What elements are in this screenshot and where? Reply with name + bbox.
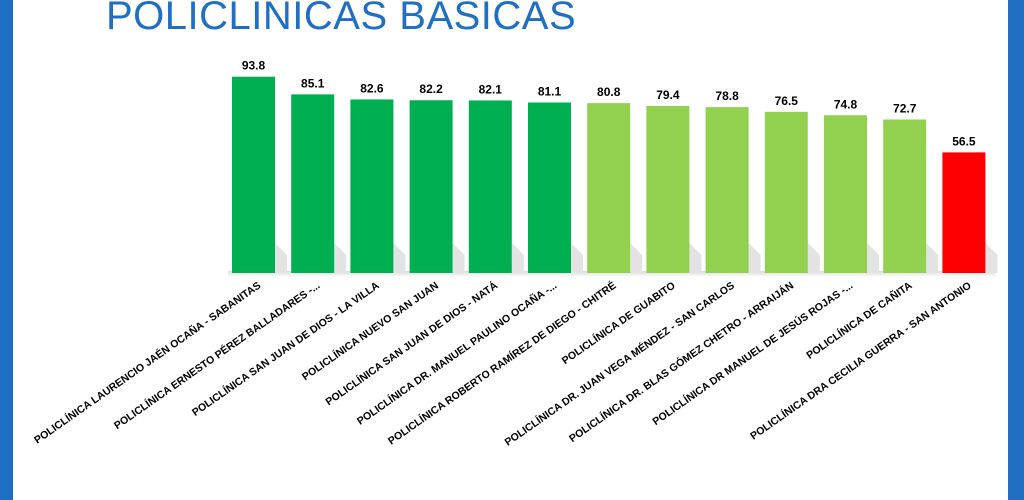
data-label: 85.1 [301, 76, 325, 90]
category-label: POLICLÍNICA DE CAÑITA [804, 279, 915, 362]
data-label: 82.6 [360, 81, 384, 95]
data-label: 78.8 [715, 89, 739, 103]
data-label: 93.8 [242, 59, 266, 73]
bar-shadow [334, 243, 347, 273]
category-label: POLICLÍNICA DR. BLAS GÓMEZ CHETRO - ARRA… [567, 279, 796, 445]
bar [705, 107, 749, 273]
data-label: 56.5 [952, 134, 976, 148]
bar-shadow [867, 243, 879, 273]
data-label: 81.1 [538, 84, 562, 98]
bar [646, 105, 690, 273]
data-label: 80.8 [597, 85, 621, 99]
category-label: POLICLÍNICA LAURENCIO JAÉN OCAÑA - SABAN… [31, 279, 263, 447]
bar-shadow [511, 243, 524, 273]
data-label: 74.8 [834, 97, 858, 111]
data-label: 82.2 [419, 82, 443, 96]
data-label: 82.1 [479, 82, 503, 96]
bar [942, 152, 986, 273]
data-label: 72.7 [893, 102, 917, 116]
bar-shadow [275, 243, 287, 273]
bar [232, 76, 275, 274]
data-label: 76.5 [775, 94, 799, 108]
bar [409, 100, 453, 273]
bar [824, 115, 867, 274]
category-label: POLICLÍNICA ROBERTO RAMÍREZ DE DIEGO - C… [385, 279, 618, 448]
bar-shadow [571, 243, 583, 273]
bar [350, 99, 394, 273]
bar [468, 100, 512, 274]
bar [528, 102, 571, 274]
left-frame-stripe [0, 0, 13, 500]
category-label: POLICLÍNICA ERNESTO PÉREZ BALLADARES -..… [111, 279, 322, 432]
category-label: POLICLÍNICA DRA CECILIA GUERRA - SAN ANT… [748, 279, 974, 443]
bar [764, 111, 808, 273]
category-label: POLICLÍNICA DR. MANUEL PAULINO OCAÑA -..… [354, 279, 559, 428]
bar-shadow [985, 243, 998, 273]
category-label: POLICLÍNICA DE GUABITO [559, 279, 677, 367]
bar-shadow [452, 243, 465, 273]
bar [587, 103, 631, 274]
bar-shadow [748, 243, 761, 273]
bar [291, 94, 335, 273]
category-label: POLICLÍNICA DR MANUEL DE JESÚS ROJAS -..… [650, 279, 855, 428]
bar-shadow [807, 243, 820, 273]
bar-shadow [630, 243, 643, 273]
bar-shadow [926, 243, 939, 273]
chart-title: POLICLÍNICAS BÁSICAS [106, 0, 577, 38]
bar [883, 119, 927, 273]
data-label: 79.4 [656, 88, 680, 102]
chart-floor [228, 271, 996, 277]
bar-shadow [689, 243, 702, 273]
bar-shadow [393, 243, 406, 273]
right-frame-stripe [1008, 0, 1024, 500]
